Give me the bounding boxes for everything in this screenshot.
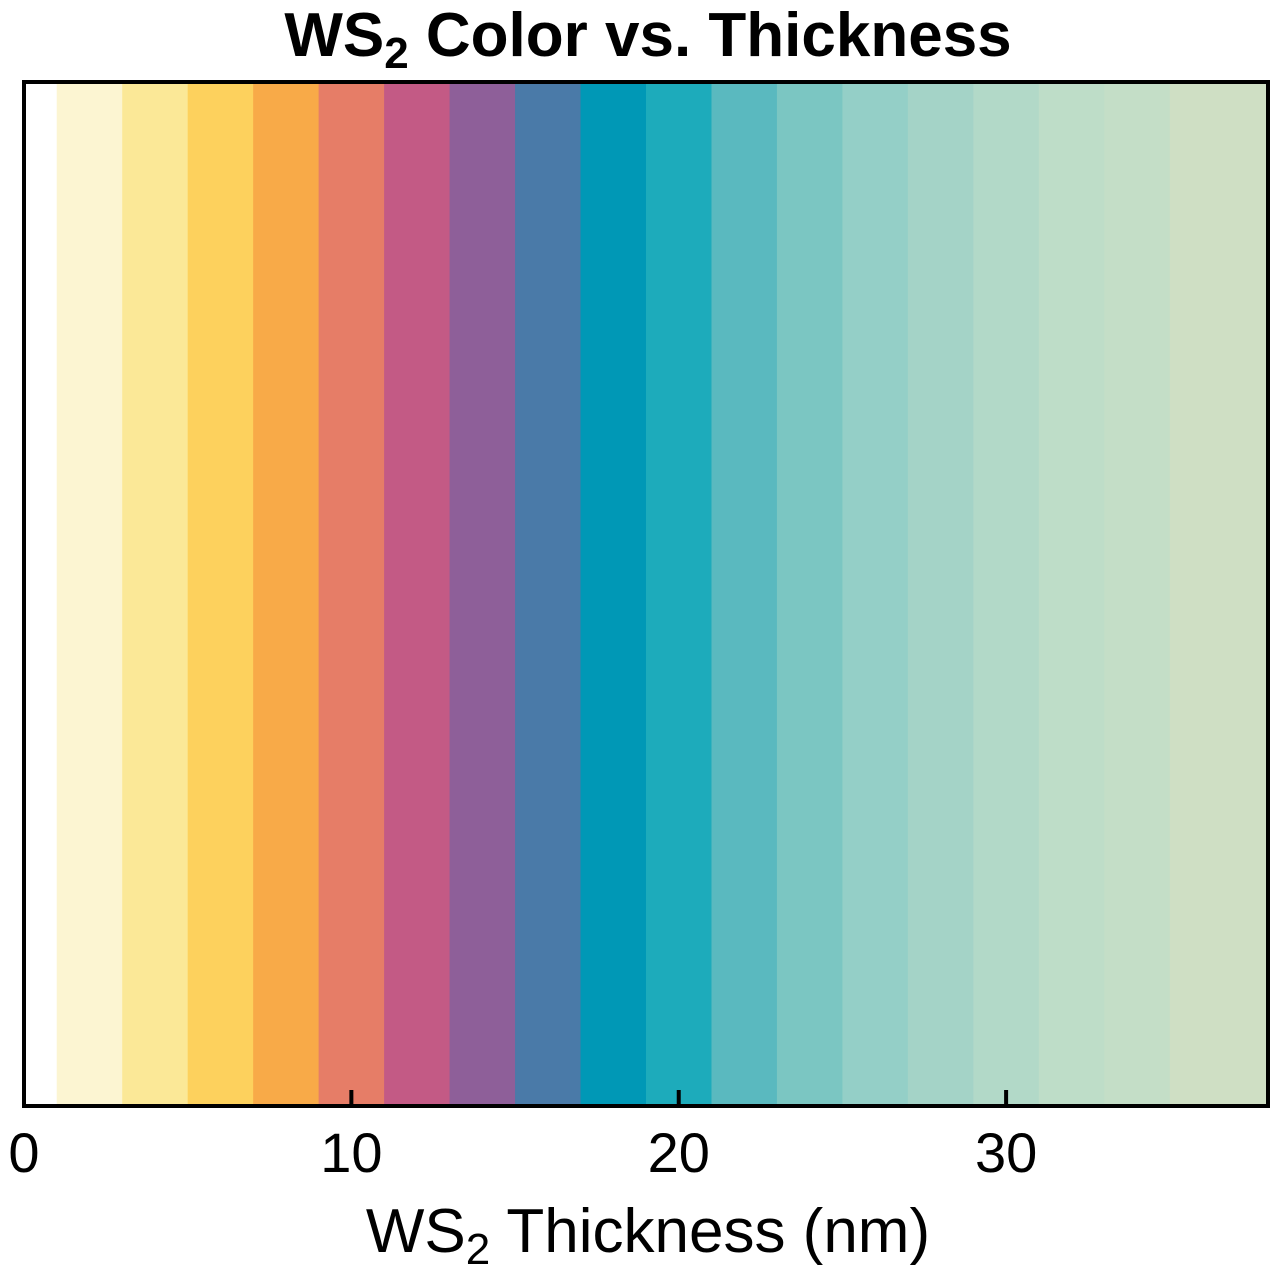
plot-frame (22, 80, 1270, 1108)
color-band-7 (449, 82, 516, 1106)
color-band-6 (384, 82, 451, 1106)
color-band-3 (187, 82, 254, 1106)
color-band-16 (1038, 82, 1105, 1106)
chart-title: WS2 Color vs. Thickness (284, 1, 1011, 78)
color-band-17 (1104, 82, 1171, 1106)
color-band-14 (907, 82, 974, 1106)
color-band-11 (711, 82, 778, 1106)
x-axis-label-subscript: 2 (466, 1225, 490, 1274)
color-band-13 (842, 82, 909, 1106)
chart-title-suffix: Color vs. Thickness (409, 1, 1012, 70)
x-axis-label-prefix: WS (366, 1197, 466, 1266)
x-axis-ticks: 0 10 20 30 (8, 1090, 1037, 1184)
chart-title-prefix: WS (284, 1, 384, 70)
color-band-15 (973, 82, 1040, 1106)
color-bands (24, 82, 1269, 1106)
color-band-2 (122, 82, 189, 1106)
color-band-0 (24, 82, 58, 1106)
color-band-8 (515, 82, 582, 1106)
x-tick-label-3: 30 (975, 1121, 1037, 1184)
color-band-18 (1169, 82, 1269, 1106)
color-band-4 (253, 82, 320, 1106)
x-axis-label-suffix: Thickness (nm) (490, 1197, 930, 1266)
color-band-1 (56, 82, 123, 1106)
x-tick-label-0: 0 (8, 1121, 39, 1184)
x-tick-label-1: 10 (320, 1121, 382, 1184)
color-band-10 (646, 82, 713, 1106)
color-band-9 (580, 82, 647, 1106)
chart-title-subscript: 2 (384, 29, 408, 78)
color-band-5 (318, 82, 385, 1106)
color-band-12 (776, 82, 844, 1106)
x-axis-label: WS2 Thickness (nm) (366, 1197, 930, 1274)
x-tick-label-2: 20 (648, 1121, 710, 1184)
